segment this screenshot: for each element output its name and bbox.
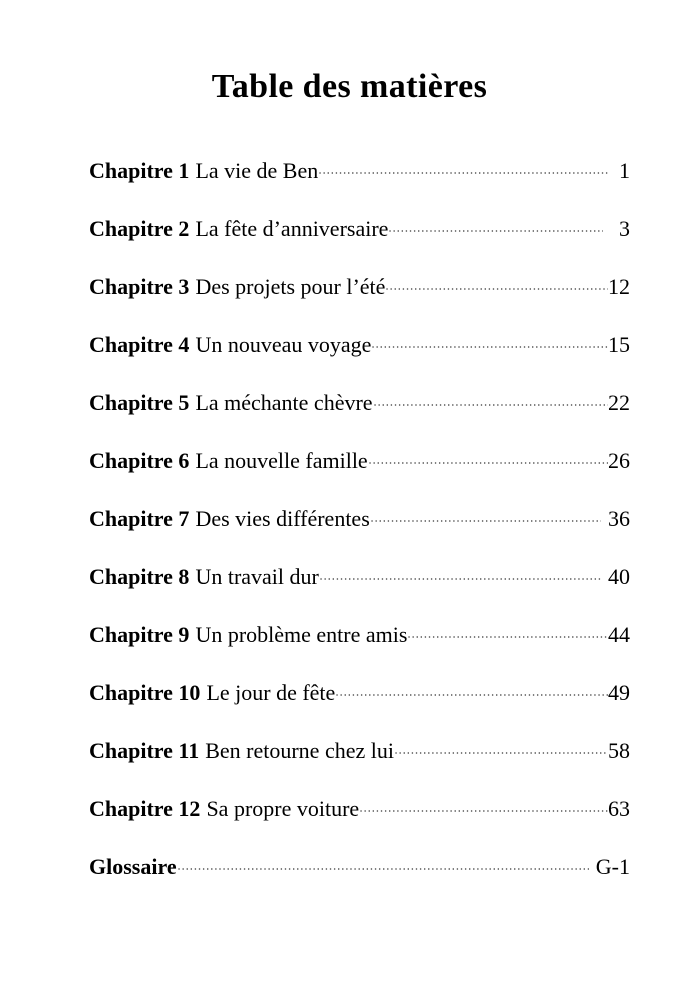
toc-entry-page-number: 26 bbox=[608, 448, 630, 473]
toc-entry-label: Chapitre 9 bbox=[89, 622, 190, 647]
toc-entry-label: Chapitre 1 bbox=[89, 158, 190, 183]
toc-row[interactable]: Chapitre 12 Sa propre voiture 63 bbox=[89, 796, 630, 854]
dot-leader bbox=[359, 796, 608, 816]
toc-entry-page-number: 49 bbox=[608, 680, 630, 705]
toc-entry-title: Ben retourne chez lui bbox=[205, 738, 394, 763]
toc-entry-title: La nouvelle famille bbox=[195, 448, 368, 473]
toc-entry-page-number: 44 bbox=[608, 622, 630, 647]
toc-entry-label: Chapitre 5 bbox=[89, 390, 190, 415]
toc-entry-list: Chapitre 1 La vie de Ben 1 Chapitre 2 La fêt… bbox=[89, 158, 630, 912]
toc-entry-page-number: 58 bbox=[608, 738, 630, 763]
toc-entry-page-number: G-1 bbox=[595, 854, 630, 879]
toc-entry-page-number: 36 bbox=[608, 506, 630, 531]
toc-row[interactable]: Chapitre 7 Des vies différentes 36 bbox=[89, 506, 630, 564]
toc-entry-label: Chapitre 6 bbox=[89, 448, 190, 473]
toc-entry-label: Chapitre 12 bbox=[89, 796, 201, 821]
toc-row[interactable]: Chapitre 5 La méchante chèvre 22 bbox=[89, 390, 630, 448]
toc-entry-label: Glossaire bbox=[89, 854, 177, 879]
toc-entry-title: Sa propre voiture bbox=[206, 796, 360, 821]
toc-row[interactable]: Chapitre 1 La vie de Ben 1 bbox=[89, 158, 630, 216]
dot-leader bbox=[385, 274, 608, 294]
dot-leader bbox=[388, 216, 603, 236]
dot-leader bbox=[372, 390, 608, 410]
toc-entry-page-number: 40 bbox=[608, 564, 630, 589]
toc-row[interactable]: Chapitre 9 Un problème entre amis 44 bbox=[89, 622, 630, 680]
toc-entry-label: Chapitre 10 bbox=[89, 680, 201, 705]
toc-row[interactable]: Chapitre 10 Le jour de fête 49 bbox=[89, 680, 630, 738]
toc-entry-page-number: 3 bbox=[619, 216, 630, 241]
toc-entry-title: Un problème entre amis bbox=[195, 622, 408, 647]
toc-entry-page-number: 22 bbox=[608, 390, 630, 415]
toc-row[interactable]: Chapitre 6 La nouvelle famille 26 bbox=[89, 448, 630, 506]
toc-entry-title: Le jour de fête bbox=[206, 680, 336, 705]
toc-row[interactable]: Chapitre 4 Un nouveau voyage 15 bbox=[89, 332, 630, 390]
toc-entry-label: Chapitre 4 bbox=[89, 332, 190, 357]
toc-entry-label: Chapitre 7 bbox=[89, 506, 190, 531]
page-title: Table des matières bbox=[211, 68, 488, 105]
toc-row[interactable]: Chapitre 2 La fête d’anniversaire 3 bbox=[89, 216, 630, 274]
dot-leader bbox=[369, 506, 601, 526]
dot-leader bbox=[318, 564, 601, 584]
toc-entry-label: Chapitre 8 bbox=[89, 564, 190, 589]
toc-entry-title: La méchante chèvre bbox=[195, 390, 373, 415]
toc-entry-label: Chapitre 11 bbox=[89, 738, 200, 763]
toc-entry-title: La vie de Ben bbox=[195, 158, 319, 183]
toc-row[interactable]: Chapitre 8 Un travail dur 40 bbox=[89, 564, 630, 622]
toc-row[interactable]: Chapitre 11 Ben retourne chez lui 58 bbox=[89, 738, 630, 796]
dot-leader bbox=[407, 622, 608, 642]
dot-leader bbox=[393, 738, 608, 758]
dot-leader bbox=[371, 332, 608, 352]
toc-row-glossary[interactable]: Glossaire G-1 bbox=[89, 854, 630, 912]
toc-entry-label: Chapitre 3 bbox=[89, 274, 190, 299]
dot-leader bbox=[318, 158, 610, 178]
toc-entry-title: Un travail dur bbox=[195, 564, 319, 589]
dot-leader bbox=[367, 448, 608, 468]
toc-entry-title: La fête d’anniversaire bbox=[195, 216, 389, 241]
toc-entry-page-number: 12 bbox=[608, 274, 630, 299]
dot-leader bbox=[335, 680, 608, 700]
toc-entry-page-number: 1 bbox=[619, 158, 630, 183]
toc-entry-title: Un nouveau voyage bbox=[195, 332, 372, 357]
toc-entry-label: Chapitre 2 bbox=[89, 216, 190, 241]
dot-leader bbox=[176, 854, 589, 874]
toc-entry-page-number: 63 bbox=[608, 796, 630, 821]
toc-entry-title: Des vies différentes bbox=[195, 506, 370, 531]
toc-entry-page-number: 15 bbox=[608, 332, 630, 357]
toc-row[interactable]: Chapitre 3 Des projets pour l’été 12 bbox=[89, 274, 630, 332]
toc-entry-title: Des projets pour l’été bbox=[195, 274, 386, 299]
